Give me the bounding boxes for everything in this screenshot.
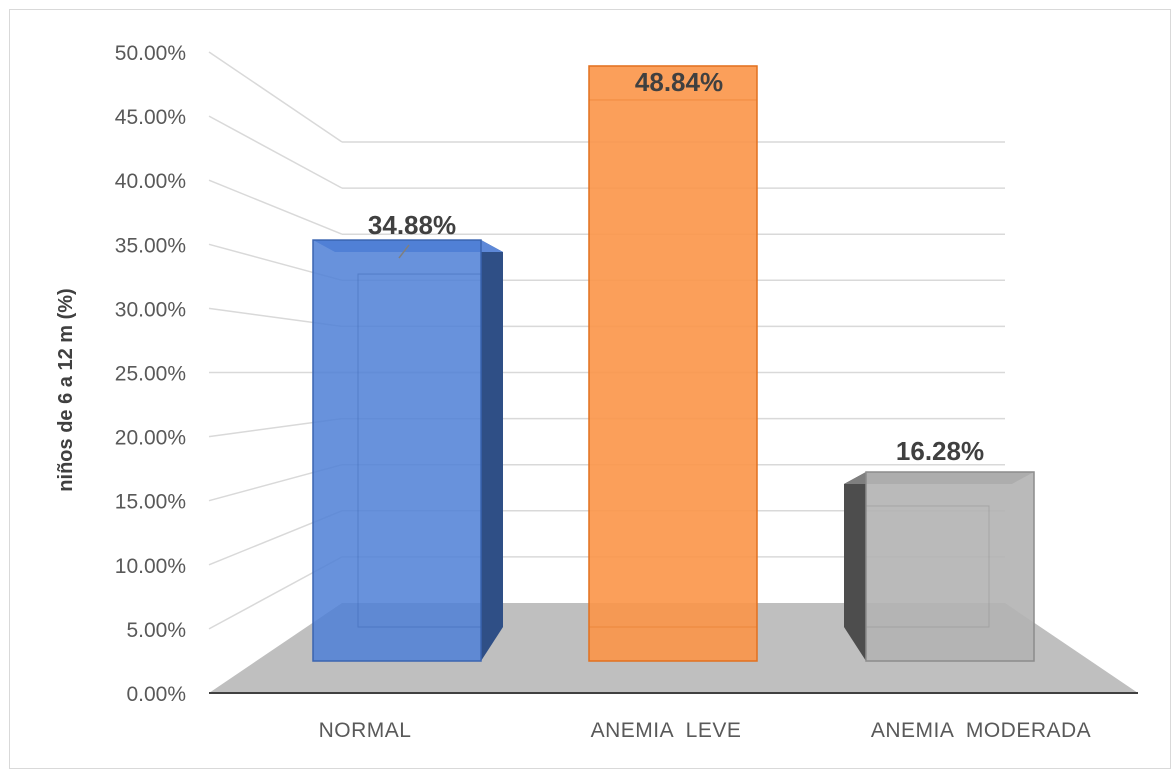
y-axis-ticks: 0.00% 5.00% 10.00% 15.00% 20.00% 25.00% 30.00%… [115,42,186,706]
y-tick-label: 30.00% [115,298,186,321]
bar-front [865,471,1035,662]
data-label: 34.88% [368,210,456,240]
data-label: 16.28% [896,436,984,466]
bar-front [588,65,758,662]
y-axis-title: niños de 6 a 12 m (%) [55,288,77,491]
y-tick-label: 0.00% [126,683,186,706]
data-label-leader [398,244,410,259]
bar-inner-edge [357,273,482,628]
data-label: 48.84% [635,67,723,97]
y-tick-label: 20.00% [115,427,186,450]
x-category-label: ANEMIA MODERADA [871,719,1091,742]
x-category-label: NORMAL [319,719,412,742]
bar-2 [588,65,758,662]
bar-front [312,239,482,662]
y-tick-label: 10.00% [115,555,186,578]
y-tick-label: 45.00% [115,106,186,129]
y-tick-label: 50.00% [115,42,186,65]
gridline-diagonal [208,51,343,143]
bar-inner-edge [865,505,990,628]
data-labels: 34.88% 48.84% 16.28% [368,67,984,466]
gridline-diagonal [208,179,343,235]
x-axis-categories: NORMAL ANEMIA LEVE ANEMIA MODERADA [319,719,1091,742]
y-tick-label: 35.00% [115,234,186,257]
y-tick-label: 40.00% [115,170,186,193]
gridline-diagonal [208,115,343,189]
x-category-label: ANEMIA LEVE [591,719,742,742]
bar-inner-edge [588,99,758,628]
bar-3 [844,471,1035,662]
bar-side [844,471,866,661]
bar-1 [312,239,503,662]
y-tick-label: 15.00% [115,491,186,514]
bar-side [481,240,503,661]
y-tick-label: 5.00% [126,619,186,642]
bars [312,65,1035,662]
y-tick-label: 25.00% [115,363,186,386]
